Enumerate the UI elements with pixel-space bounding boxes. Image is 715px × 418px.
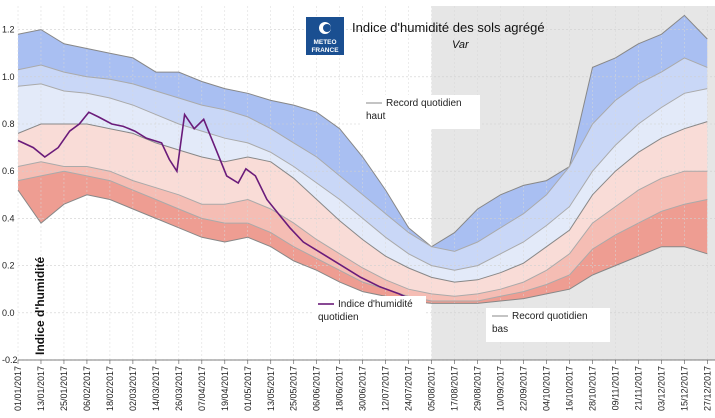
- legend: Record quotidien haut Indice d'humidité quo…: [314, 95, 610, 342]
- x-tick-label: 02/03/2017: [128, 366, 138, 411]
- band-q10_record_bas: [18, 171, 708, 304]
- x-tick-label: 18/06/2017: [335, 366, 345, 411]
- series-line-q75: [17, 83, 708, 271]
- x-tick-label: 28/10/2017: [588, 366, 598, 411]
- y-tick-label: 0.0: [2, 308, 15, 318]
- x-tick-label: 13/05/2017: [266, 366, 276, 411]
- x-tick-label: 21/11/2017: [633, 366, 643, 410]
- logo-line1: METEO: [313, 39, 336, 46]
- x-tick-label: 12/07/2017: [381, 366, 391, 411]
- meteo-france-logo: METEO FRANCE: [306, 17, 344, 55]
- x-tick-label: 05/08/2017: [427, 366, 437, 411]
- series-line-mediane: [17, 121, 708, 283]
- series-line-q25: [17, 161, 708, 297]
- x-tick-label: 09/11/2017: [610, 366, 620, 410]
- x-tick-label: 22/09/2017: [519, 366, 529, 411]
- y-tick-label: 1.2: [2, 25, 15, 35]
- logo-emblem-inner: [323, 24, 331, 32]
- y-tick-label: 0.2: [2, 261, 15, 271]
- series-line-q10: [17, 170, 708, 302]
- band-mediane_q25: [18, 121, 708, 297]
- y-axis-ticks: -0.2 0.0 0.2 0.4 0.6 0.8 1.0 1.2: [2, 25, 18, 365]
- y-tick-label: 0.8: [2, 119, 15, 129]
- series-line-q90: [17, 57, 708, 252]
- x-tick-label: 24/07/2017: [404, 366, 414, 411]
- x-tick-label: 07/04/2017: [197, 366, 207, 411]
- x-tick-label: 06/02/2017: [82, 366, 92, 411]
- x-axis-ticks: 01/01/2017 13/01/2017 25/01/2017 06/02/2017…: [13, 359, 715, 411]
- x-tick-label: 19/04/2017: [220, 366, 230, 411]
- series-line-indice_quotidien: [17, 111, 427, 305]
- x-tick-label: 25/05/2017: [289, 366, 299, 411]
- series-line-record_bas: [17, 189, 708, 304]
- legend-box: [360, 95, 480, 129]
- x-tick-label: 18/02/2017: [105, 366, 115, 411]
- logo-line2: FRANCE: [311, 47, 339, 54]
- x-tick-label: 14/03/2017: [151, 366, 161, 411]
- legend-item-0: Record quotidien haut: [360, 95, 480, 129]
- x-tick-label: 16/10/2017: [565, 366, 575, 411]
- legend-label: Indice d'humidité quotidien: [318, 299, 413, 323]
- x-tick-label: 30/06/2017: [358, 366, 368, 411]
- y-tick-label: 0.4: [2, 213, 15, 223]
- legend-item-1: Indice d'humidité quotidien: [314, 296, 426, 330]
- x-tick-label: 25/01/2017: [59, 366, 69, 411]
- y-tick-label: 1.0: [2, 72, 15, 82]
- x-tick-label: 15/12/2017: [679, 366, 689, 411]
- band-record_haut_q90: [18, 15, 708, 252]
- x-tick-label: 01/01/2017: [13, 366, 23, 411]
- y-tick-label: 0.6: [2, 166, 15, 176]
- x-tick-label: 04/10/2017: [542, 366, 552, 411]
- legend-label: Record quotidien haut: [366, 98, 462, 122]
- chart-title: Indice d'humidité des sols agrégé: [352, 20, 545, 35]
- series-line-record_haut: [17, 14, 708, 248]
- legend-label: Record quotidien bas: [492, 311, 588, 335]
- legend-box: [486, 308, 610, 342]
- y-tick-label: -0.2: [2, 355, 18, 365]
- x-tick-label: 29/08/2017: [473, 366, 483, 411]
- x-tick-label: 10/09/2017: [496, 366, 506, 411]
- x-tick-label: 13/01/2017: [36, 366, 46, 411]
- x-tick-label: 06/06/2017: [312, 366, 322, 411]
- x-tick-label: 27/12/2017: [702, 366, 712, 411]
- band-q75_mediane: [18, 83, 708, 283]
- chart-subtitle: Var: [452, 39, 470, 51]
- legend-item-2: Record quotidien bas: [486, 308, 610, 342]
- x-tick-label: 26/03/2017: [174, 366, 184, 411]
- x-tick-label: 01/05/2017: [243, 366, 253, 411]
- series-lines: [17, 14, 708, 305]
- band-q90_q75: [18, 57, 708, 271]
- x-tick-label: 17/08/2017: [450, 366, 460, 411]
- y-axis-label: Indice d'humidité: [33, 256, 47, 355]
- legend-box: [314, 296, 426, 330]
- x-tick-label: 03/12/2017: [656, 366, 666, 411]
